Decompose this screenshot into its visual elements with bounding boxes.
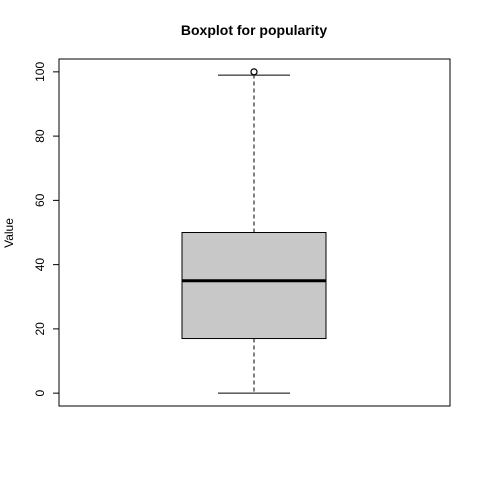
y-tick-label: 100: [33, 62, 47, 82]
boxplot: [181, 68, 327, 394]
y-tick-label: 20: [33, 322, 47, 336]
y-axis-label: Value: [2, 218, 16, 248]
outlier-point: [250, 68, 258, 76]
y-axis: 0 20 40 60 80 100: [33, 62, 60, 396]
y-tick-label: 80: [33, 129, 47, 143]
y-tick-label: 60: [33, 193, 47, 207]
y-tick-label: 0: [33, 389, 47, 396]
iqr-box: [181, 232, 327, 340]
chart-title: Boxplot for popularity: [181, 22, 327, 38]
y-tick-label: 40: [33, 258, 47, 272]
